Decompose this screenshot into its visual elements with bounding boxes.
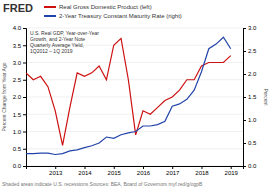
tick-mark (114, 166, 115, 169)
tick-mark (23, 45, 26, 46)
tick-mark (243, 28, 246, 29)
x-axis: 2013 2014 2015 2016 2017 2018 2019 (27, 166, 244, 176)
tick-label: 1.0 (248, 117, 257, 123)
legend-label: 2-Year Treasury Constant Maturity Rate (… (59, 13, 182, 19)
legend-swatch (44, 15, 56, 17)
tick: 3.0 (243, 25, 257, 31)
tick-label: 3.0 (13, 60, 22, 66)
title: U.S. Real GDP, Year-over-YearGrowth, and… (30, 30, 99, 54)
tick: 2.0 (243, 71, 257, 77)
tick: 2.5 (243, 48, 257, 54)
tick-label: 0.0 (248, 163, 257, 169)
tick-label: 2.0 (248, 71, 257, 77)
tick-mark (23, 80, 26, 81)
y-axis: 0.0 0.5 1.0 1.5 2.0 2.5 3.0 3.5 4.0 (13, 25, 27, 169)
grid-line (26, 79, 243, 80)
grid-line (26, 97, 243, 98)
plot-area (26, 37, 231, 154)
tick-mark (172, 166, 173, 169)
tick-label: 2013 (49, 170, 63, 176)
tick-mark (243, 120, 246, 121)
tick-mark (243, 74, 246, 75)
grid-line (26, 28, 243, 29)
tick: 0.0 (243, 163, 257, 169)
chart: 2013 2014 2015 2016 2017 2018 2019 0.0 0.5 1.0 1.5… (0, 0, 269, 188)
tick-mark (23, 114, 26, 115)
tick: 2015 (108, 166, 122, 176)
tick-mark (201, 166, 202, 169)
y2-axis: 0.0 0.5 1.0 1.5 2.0 2.5 3.0 (243, 25, 257, 169)
legend-swatch (44, 6, 56, 8)
tick: 2013 (49, 166, 63, 176)
axis-line (23, 29, 27, 167)
tick-mark (55, 166, 56, 169)
tick: 2018 (195, 166, 209, 176)
tick: 2014 (78, 166, 92, 176)
tick-label: 2018 (195, 170, 209, 176)
tick-label: 2015 (108, 170, 122, 176)
tick-label: 0.5 (13, 146, 22, 152)
tick: 1.5 (13, 112, 26, 118)
tick-label: 2016 (137, 170, 151, 176)
tick: 0.5 (243, 140, 257, 146)
tick-label: 4.0 (13, 25, 22, 31)
tick-mark (243, 51, 246, 52)
line (26, 37, 231, 154)
tick-mark (84, 166, 85, 169)
legend: Real Gross Domestic Product (left) 2-Year… (44, 4, 182, 19)
tick-label: 0.0 (13, 163, 22, 169)
tick: 2016 (137, 166, 151, 176)
tick-label: 0.5 (248, 140, 257, 146)
header: FRED (3, 2, 33, 14)
tick-mark (23, 132, 26, 133)
tick-mark (23, 63, 26, 64)
tick: 2.5 (13, 77, 26, 83)
axis-line (27, 167, 244, 170)
tick-mark (243, 97, 246, 98)
tick: 1.0 (13, 129, 26, 135)
tick-mark (23, 166, 26, 167)
axis-line (244, 29, 247, 167)
grid-line (26, 114, 243, 115)
tick: 1.0 (243, 117, 257, 123)
line (26, 38, 231, 145)
tick-label: 1.5 (13, 112, 22, 118)
tick-mark (143, 166, 144, 169)
grid (26, 28, 243, 166)
tick-label: 2.5 (13, 77, 22, 83)
tick-label: 2014 (78, 170, 92, 176)
tick-label: 2.5 (248, 48, 257, 54)
tick: 2019 (225, 166, 239, 176)
tick-mark (23, 149, 26, 150)
tick: 1.5 (243, 94, 257, 100)
y2-axis-label: Percent (263, 88, 269, 106)
tick: 0.5 (13, 146, 26, 152)
y-axis-label: Percent Change from Year Ago (1, 62, 7, 131)
grid-line (26, 148, 243, 149)
tick-label: 2017 (166, 170, 180, 176)
footnote: Shaded areas indicate U.S. recessions So… (2, 181, 203, 187)
tick: 2.0 (13, 94, 26, 100)
tick-label: 3.5 (13, 43, 22, 49)
tick-label: 1.0 (13, 129, 22, 135)
tick-mark (243, 166, 246, 167)
legend-item: Real Gross Domestic Product (left) (44, 4, 152, 10)
tick-mark (23, 28, 26, 29)
tick-label: 1.5 (248, 94, 257, 100)
tick-label: 2.0 (13, 94, 22, 100)
tick: 3.5 (13, 43, 26, 49)
legend-label: Real Gross Domestic Product (left) (59, 4, 152, 10)
tick-label: 2019 (225, 170, 239, 176)
tick: 2017 (166, 166, 180, 176)
tick-mark (243, 143, 246, 144)
tick: 0.0 (13, 163, 26, 169)
tick-mark (231, 166, 232, 169)
tick-label: 3.0 (248, 25, 257, 31)
tick: 3.0 (13, 60, 26, 66)
tick-mark (23, 97, 26, 98)
legend-item: 2-Year Treasury Constant Maturity Rate (… (44, 13, 182, 19)
tick: 4.0 (13, 25, 26, 31)
